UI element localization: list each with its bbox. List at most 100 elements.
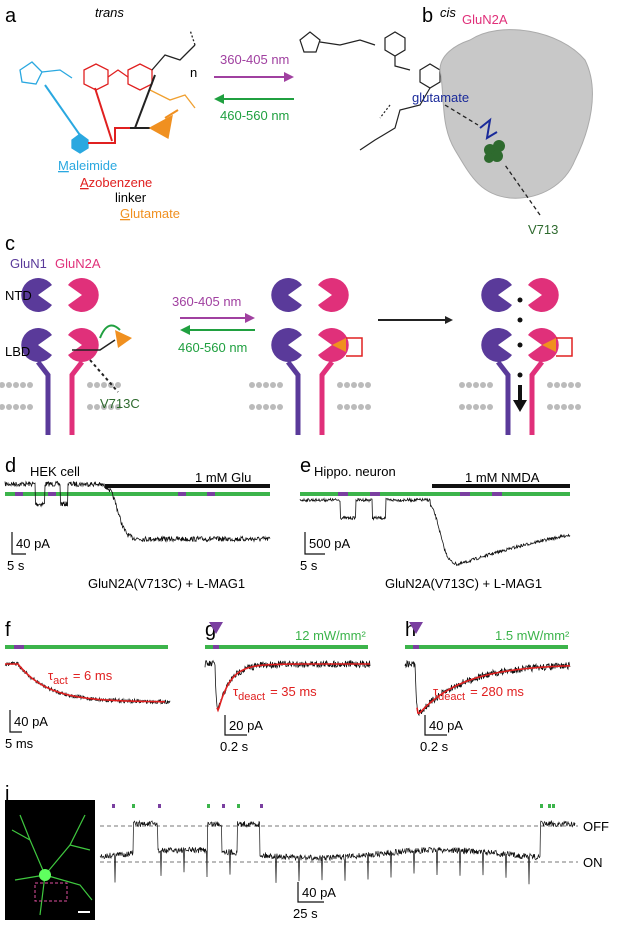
lipid	[547, 382, 553, 388]
panel-label: i	[5, 783, 9, 805]
scale-label-x: 0.2 s	[220, 739, 249, 754]
lipid	[101, 404, 107, 410]
lipid	[0, 404, 5, 410]
azobenzene-label: Azobenzene	[80, 175, 152, 190]
lipid	[20, 404, 26, 410]
lipid	[480, 404, 486, 410]
lipid	[0, 382, 5, 388]
glutamate-mark	[115, 330, 132, 348]
panel-label: d	[5, 455, 16, 477]
subunit-domain	[68, 278, 99, 313]
scale-label-x: 25 s	[293, 906, 318, 921]
construct-label: GluN2A(V713C) + L-MAG1	[88, 576, 245, 591]
wavelength-label: 460-560 nm	[220, 108, 289, 123]
scale-bar	[9, 710, 22, 733]
pore-dot	[517, 342, 523, 348]
current-trace	[404, 659, 571, 717]
lipid	[27, 382, 33, 388]
subunit-domain	[528, 278, 559, 312]
lipid	[568, 404, 574, 410]
wavelength-label: 360-405 nm	[220, 52, 289, 67]
light-tick	[548, 804, 551, 808]
glutamate-ligand	[479, 117, 498, 140]
fit-curve	[416, 664, 571, 715]
helix	[496, 360, 511, 435]
current-trace	[204, 659, 371, 712]
neuron-image	[5, 800, 95, 920]
lipid	[358, 382, 364, 388]
cell-label: Hippo. neuron	[314, 464, 396, 479]
scale-label-y: 500 pA	[309, 536, 351, 551]
agonist-label: 1 mM Glu	[195, 470, 251, 485]
lipid	[115, 382, 121, 388]
linker-label: linker	[115, 190, 147, 205]
scale-label-y: 40 pA	[16, 536, 50, 551]
tau-value: = 6 ms	[73, 668, 113, 683]
residue-spheres	[484, 140, 505, 163]
uv-flash-marker	[209, 622, 223, 634]
lipid	[94, 404, 100, 410]
pointer-arrows-b	[444, 104, 541, 216]
scale-label-x: 5 s	[7, 558, 25, 573]
residue-label: V713	[528, 222, 558, 237]
light-arrows-c	[89, 313, 453, 393]
protein-title: GluN2A	[462, 12, 508, 27]
molecule-trans	[19, 29, 196, 154]
lipid	[344, 382, 350, 388]
lipid	[249, 404, 255, 410]
lipid	[337, 382, 343, 388]
repeat-label: n	[190, 65, 197, 80]
light-tick	[552, 804, 555, 808]
molecule-cis	[299, 31, 441, 151]
subunit-domain	[68, 328, 99, 362]
tau-subscript: deact	[238, 691, 265, 703]
lipid	[6, 382, 12, 388]
lipid	[270, 382, 276, 388]
ligand-label: glutamate	[412, 90, 469, 105]
receptor-schematics	[0, 278, 581, 435]
protein-surface	[439, 29, 593, 199]
lipid	[365, 382, 371, 388]
lipid	[554, 404, 560, 410]
scale-label-y: 40 pA	[14, 714, 48, 729]
lipid	[277, 382, 283, 388]
lipid	[351, 382, 357, 388]
scale-label-x: 5 ms	[5, 736, 34, 751]
helix	[319, 360, 334, 435]
state-label: cis	[440, 5, 456, 20]
scale-bar	[304, 532, 325, 555]
light-tick	[207, 804, 210, 808]
lipid	[473, 382, 479, 388]
lipid	[13, 404, 19, 410]
scale-bar	[424, 715, 447, 736]
helix	[529, 360, 544, 435]
lipid	[466, 382, 472, 388]
mag-tether	[556, 337, 573, 357]
light-tick	[222, 804, 225, 808]
lipid	[459, 404, 465, 410]
lipid	[13, 382, 19, 388]
azobenzene-label-rest: zobenzene	[89, 175, 153, 190]
cell-label: HEK cell	[30, 464, 80, 479]
panel-label: c	[5, 233, 15, 255]
lipid	[337, 404, 343, 410]
scale-label-y: 20 pA	[229, 718, 263, 733]
scale-bar	[11, 532, 26, 555]
scale-label-y: 40 pA	[429, 718, 463, 733]
lipid	[547, 404, 553, 410]
light-tick	[112, 804, 115, 808]
panel-label: e	[300, 455, 311, 477]
subunit-domain	[271, 328, 302, 362]
panel-label: g	[205, 619, 216, 641]
lipid	[87, 404, 93, 410]
subunit-domain	[21, 278, 52, 313]
fit-curve	[5, 663, 165, 703]
pore-dot	[517, 317, 523, 323]
lipid	[466, 404, 472, 410]
tau-symbol: τ	[48, 668, 54, 683]
lipid	[561, 404, 567, 410]
lipid	[575, 404, 581, 410]
lipid	[575, 382, 581, 388]
light-tick	[132, 804, 135, 808]
